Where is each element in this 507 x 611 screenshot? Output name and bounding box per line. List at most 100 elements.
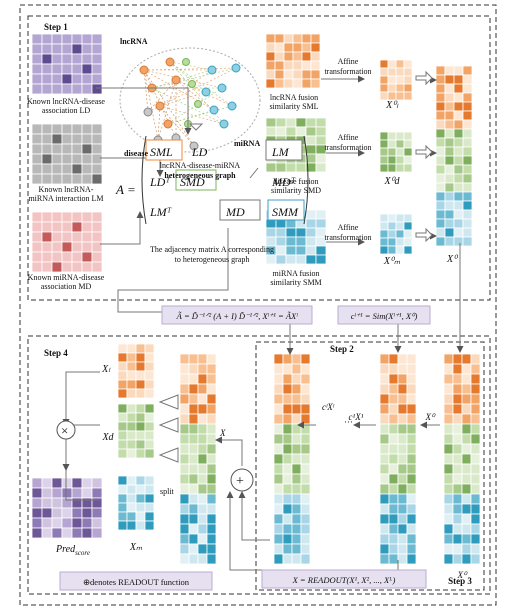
x0-matrix-cell bbox=[462, 182, 473, 193]
x-l1-matrix-cell bbox=[291, 433, 302, 445]
x-l1-matrix-cell bbox=[282, 523, 293, 535]
x-concat-matrix-cell bbox=[197, 513, 208, 525]
x-l1-matrix-cell bbox=[273, 383, 284, 395]
x-l1-matrix-cell bbox=[282, 553, 293, 565]
smd-matrix-cell bbox=[305, 117, 317, 128]
x0b-matrix-cell bbox=[470, 463, 481, 475]
x-concat-matrix-cell bbox=[188, 373, 199, 385]
xd0-matrix-cell bbox=[379, 155, 389, 165]
x-l1-matrix-cell bbox=[291, 523, 302, 535]
xd-matrix-cell bbox=[144, 448, 155, 459]
readout-formula: X = READOUT(X¹, X², ..., Xᴸ) bbox=[292, 575, 396, 585]
smm-matrix-cell bbox=[305, 254, 317, 265]
ld-matrix-cell bbox=[71, 73, 83, 85]
x-l1-matrix-cell bbox=[273, 453, 284, 465]
x-l1-matrix-cell bbox=[300, 443, 311, 455]
split-arrows bbox=[158, 394, 179, 463]
pred-matrix-cell bbox=[81, 517, 93, 529]
xl0-matrix-cell bbox=[395, 59, 405, 69]
x-l1-matrix-cell bbox=[273, 503, 284, 515]
xm0-matrix-cell bbox=[395, 213, 405, 223]
matrix-cell: MD bbox=[225, 205, 245, 219]
graph-node bbox=[182, 58, 190, 66]
x-l1-matrix-cell bbox=[291, 553, 302, 565]
smm-matrix-cell bbox=[315, 254, 327, 265]
xm-matrix-cell bbox=[126, 493, 137, 504]
x-concat-matrix-cell bbox=[179, 533, 190, 545]
legend-box bbox=[59, 571, 213, 591]
x1-matrix-cell bbox=[388, 463, 399, 475]
x0-matrix-cell bbox=[453, 128, 464, 139]
x-concat-matrix-cell bbox=[179, 443, 190, 455]
xl0-matrix-cell bbox=[387, 59, 397, 69]
x0-matrix-cell bbox=[444, 83, 455, 94]
x0-matrix-cell bbox=[453, 137, 464, 148]
xm-matrix-cell bbox=[144, 493, 155, 504]
xd0-matrix-cell bbox=[387, 139, 397, 149]
x0-matrix-cell bbox=[444, 92, 455, 103]
lm-caption-1: Known lncRNA- bbox=[39, 185, 94, 194]
x0-matrix-cell bbox=[453, 200, 464, 211]
lm-matrix-cell bbox=[61, 173, 73, 185]
smm-matrix-cell bbox=[305, 218, 317, 229]
x0-matrix-cell bbox=[453, 83, 464, 94]
lm-matrix-cell bbox=[81, 143, 93, 155]
mirna-node bbox=[231, 63, 241, 73]
x1-matrix-cell bbox=[406, 433, 417, 445]
x-l1-matrix-cell bbox=[282, 433, 293, 445]
x1-matrix-cell bbox=[388, 383, 399, 395]
ld-matrix-cell bbox=[51, 33, 63, 45]
readout-formula-box bbox=[261, 569, 427, 589]
x-l1-matrix-cell bbox=[300, 473, 311, 485]
x0-matrix-cell bbox=[435, 182, 446, 193]
sml-matrix-cell bbox=[292, 69, 303, 80]
x1-matrix-cell bbox=[379, 533, 390, 545]
xm-matrix-cell bbox=[117, 511, 128, 522]
ld-matrix-cell bbox=[91, 53, 103, 65]
pred-matrix-cell bbox=[71, 507, 83, 519]
x-concat-matrix-cell bbox=[206, 553, 217, 565]
ld-matrix-cell bbox=[91, 33, 103, 45]
x0b-matrix-cell bbox=[443, 483, 454, 495]
x0b-matrix-cell bbox=[452, 463, 463, 475]
x0b-matrix-cell bbox=[452, 553, 463, 565]
x1-matrix-cell bbox=[406, 503, 417, 515]
lm-matrix-cell bbox=[31, 173, 43, 185]
x1-matrix-cell bbox=[397, 473, 408, 485]
xl-matrix-cell bbox=[117, 388, 128, 399]
lm-matrix-cell bbox=[51, 143, 63, 155]
lm-matrix-cell bbox=[81, 133, 93, 145]
x-l1-matrix-cell bbox=[300, 543, 311, 555]
x1-matrix-cell bbox=[406, 383, 417, 395]
sml-matrix-cell bbox=[292, 60, 303, 71]
x0-matrix-cell bbox=[435, 101, 446, 112]
x-concat-matrix-cell bbox=[206, 423, 217, 435]
ld-matrix-cell bbox=[71, 43, 83, 55]
x-concat-matrix-cell bbox=[179, 373, 190, 385]
xm-matrix-cell bbox=[126, 520, 137, 531]
x-concat-matrix-cell bbox=[197, 373, 208, 385]
x-concat-matrix-cell bbox=[206, 473, 217, 485]
x0-matrix-cell bbox=[453, 119, 464, 130]
sml-matrix-cell bbox=[292, 42, 303, 53]
smm-matrix-cell bbox=[285, 254, 297, 265]
sml-matrix bbox=[265, 33, 321, 89]
x-l1-matrix-cell bbox=[282, 463, 293, 475]
x0b-matrix-cell bbox=[452, 453, 463, 465]
ld-matrix-cell bbox=[41, 33, 53, 45]
xm-matrix-cell bbox=[117, 475, 128, 486]
xd0-matrix-cell bbox=[379, 139, 389, 149]
x-l1-matrix-cell bbox=[282, 353, 293, 365]
x-concat-matrix-cell bbox=[197, 383, 208, 395]
x-l1-matrix-cell bbox=[273, 353, 284, 365]
x0-matrix-cell bbox=[462, 146, 473, 157]
lm-caption-2: miRNA interaction LM bbox=[28, 194, 103, 203]
sml-matrix-cell bbox=[274, 78, 285, 89]
x1-matrix-cell bbox=[406, 423, 417, 435]
pred-matrix-cell bbox=[51, 517, 63, 529]
graph-label-lncrna: lncRNA bbox=[120, 37, 148, 46]
smd-matrix-cell bbox=[295, 117, 307, 128]
x-concat-matrix-cell bbox=[197, 553, 208, 565]
x-concat-matrix-cell bbox=[179, 453, 190, 465]
lm-matrix-cell bbox=[31, 143, 43, 155]
